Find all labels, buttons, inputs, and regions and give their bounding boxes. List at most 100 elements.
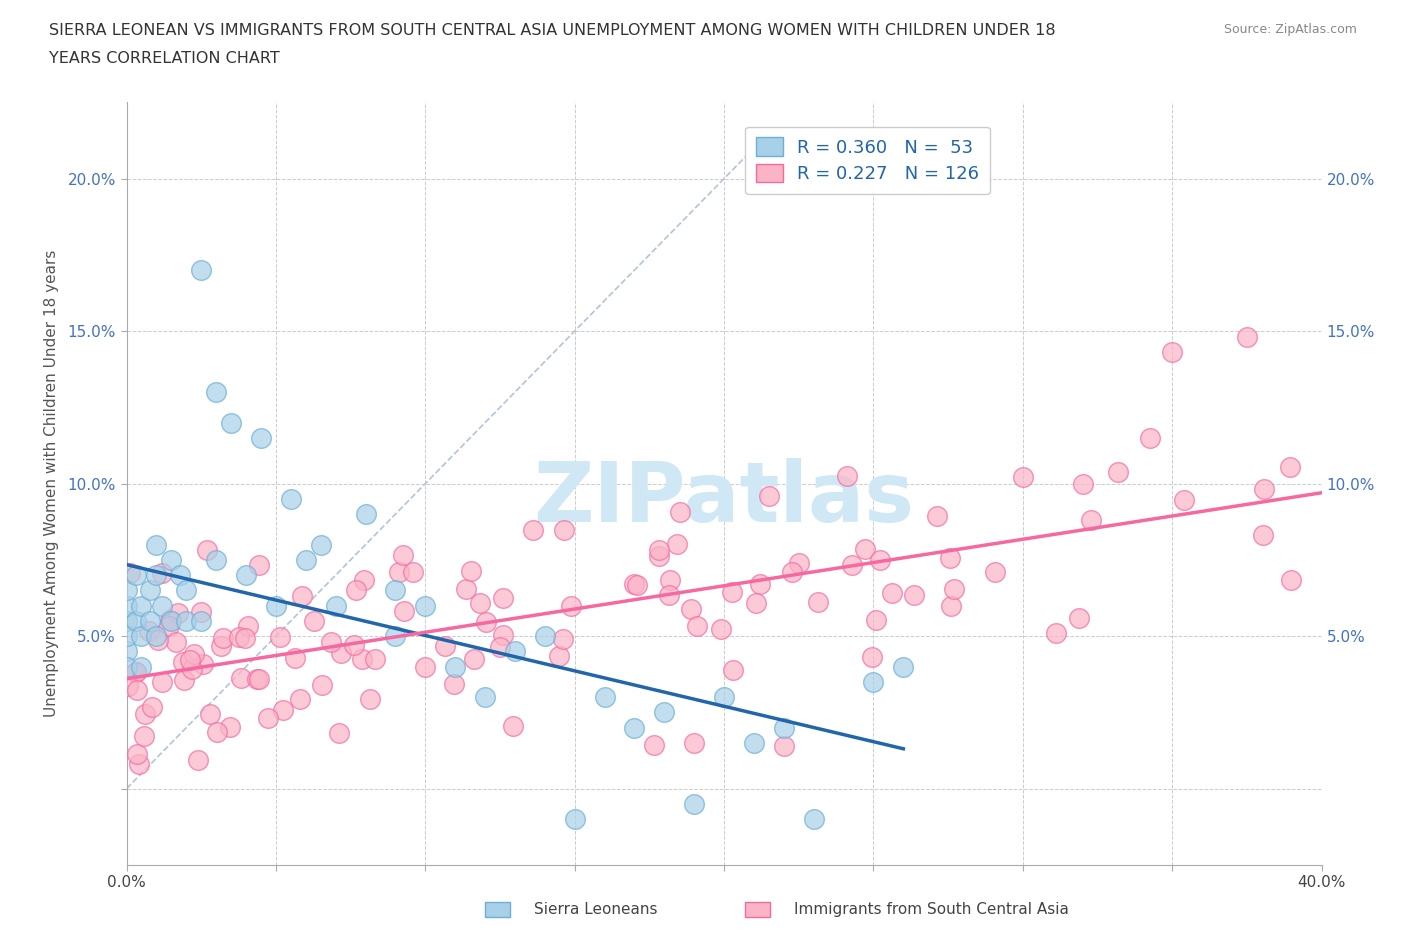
Point — [643, 737, 665, 752]
Point — [118, 566, 141, 581]
Point — [180, 662, 202, 677]
Point — [943, 581, 966, 596]
Point — [209, 639, 232, 654]
Point — [205, 724, 228, 739]
Point — [860, 650, 883, 665]
Point — [475, 615, 498, 630]
Text: SIERRA LEONEAN VS IMMIGRANTS FROM SOUTH CENTRAL ASIA UNEMPLOYMENT AMONG WOMEN WI: SIERRA LEONEAN VS IMMIGRANTS FROM SOUTH … — [49, 23, 1056, 38]
Text: Immigrants from South Central Asia: Immigrants from South Central Asia — [794, 902, 1070, 917]
Point — [354, 507, 377, 522]
Point — [271, 702, 294, 717]
Point — [522, 523, 544, 538]
Point — [139, 614, 162, 629]
Point — [294, 552, 316, 567]
Point — [131, 659, 153, 674]
Point — [665, 537, 688, 551]
Point — [534, 629, 557, 644]
Point — [172, 655, 194, 670]
Point — [623, 577, 645, 591]
Point — [683, 796, 706, 811]
Point — [236, 618, 259, 633]
Point — [190, 614, 212, 629]
Point — [328, 726, 350, 741]
Point — [343, 638, 366, 653]
Point — [284, 651, 307, 666]
Point — [250, 431, 273, 445]
Point — [183, 646, 205, 661]
Point — [115, 614, 138, 629]
Point — [127, 747, 149, 762]
Y-axis label: Unemployment Among Women with Children Under 18 years: Unemployment Among Women with Children U… — [45, 250, 59, 717]
Point — [681, 602, 703, 617]
Point — [492, 627, 515, 642]
Point — [787, 555, 810, 570]
Point — [460, 564, 482, 578]
Point — [167, 605, 190, 620]
Point — [228, 630, 250, 644]
Point — [115, 598, 138, 613]
Point — [984, 565, 1007, 579]
Point — [127, 683, 149, 698]
Point — [652, 705, 675, 720]
Point — [134, 707, 156, 722]
Point — [502, 719, 524, 734]
Point — [720, 585, 742, 600]
Point — [117, 678, 139, 693]
Point — [291, 589, 314, 604]
Point — [359, 691, 381, 706]
Point — [219, 720, 242, 735]
Point — [413, 659, 436, 674]
Point — [325, 598, 347, 613]
Point — [160, 614, 183, 629]
Point — [415, 598, 437, 613]
Point — [235, 631, 257, 645]
Point — [229, 671, 252, 685]
Point — [205, 552, 228, 567]
Point — [160, 552, 183, 567]
Point — [145, 629, 167, 644]
Point — [141, 700, 163, 715]
Point — [939, 551, 962, 566]
Point — [319, 634, 342, 649]
Point — [187, 752, 209, 767]
Text: YEARS CORRELATION CHART: YEARS CORRELATION CHART — [49, 51, 280, 66]
Point — [648, 548, 671, 563]
Point — [235, 567, 257, 582]
Point — [593, 690, 616, 705]
Point — [350, 652, 373, 667]
Point — [803, 812, 825, 827]
Point — [246, 671, 269, 686]
Point — [853, 542, 876, 557]
Point — [492, 591, 515, 605]
Point — [443, 677, 465, 692]
Point — [173, 672, 195, 687]
Point — [623, 720, 645, 735]
Point — [1236, 330, 1258, 345]
Point — [269, 630, 291, 644]
Point — [174, 583, 197, 598]
Point — [1045, 626, 1067, 641]
Point — [669, 505, 692, 520]
Point — [288, 692, 311, 707]
Point — [1279, 572, 1302, 587]
Point — [742, 736, 765, 751]
Point — [1173, 493, 1195, 508]
Point — [131, 598, 153, 613]
Point — [1080, 512, 1102, 527]
Point — [560, 598, 582, 613]
Point — [169, 567, 191, 582]
Point — [880, 585, 903, 600]
Point — [683, 736, 706, 751]
Point — [353, 573, 375, 588]
Legend: R = 0.360   N =  53, R = 0.227   N = 126: R = 0.360 N = 53, R = 0.227 N = 126 — [745, 126, 990, 194]
Point — [115, 629, 138, 644]
Text: Source: ZipAtlas.com: Source: ZipAtlas.com — [1223, 23, 1357, 36]
Point — [145, 538, 167, 552]
Point — [1011, 470, 1033, 485]
Point — [138, 623, 160, 638]
Point — [402, 565, 425, 579]
Point — [131, 629, 153, 644]
Point — [468, 595, 491, 610]
Point — [364, 651, 387, 666]
Point — [865, 613, 887, 628]
